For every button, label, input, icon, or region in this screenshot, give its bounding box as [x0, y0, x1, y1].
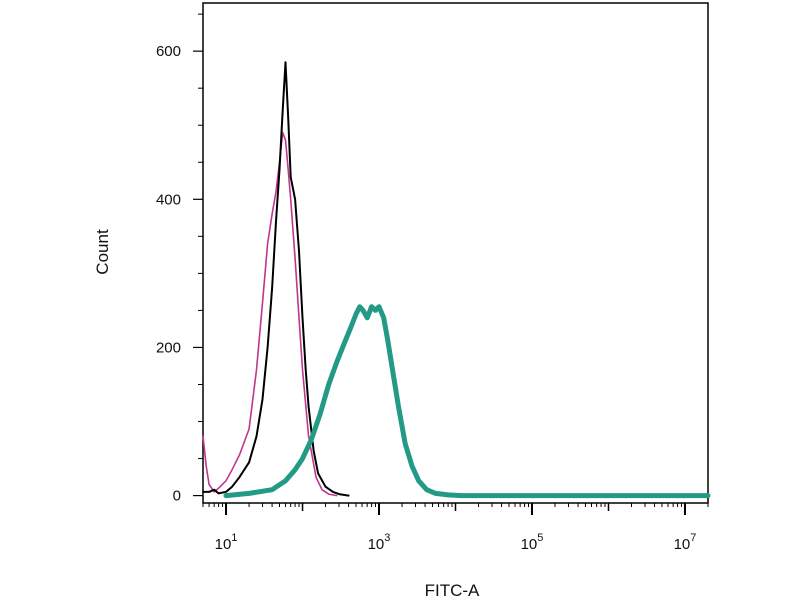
y-tick-label: 400 — [156, 191, 181, 208]
y-tick-label: 0 — [173, 488, 181, 505]
x-tick-label: 101 — [215, 532, 238, 553]
y-axis-label: Count — [93, 229, 112, 275]
x-tick-label: 107 — [674, 532, 697, 553]
x-axis-ticks: 101 103 105 107 — [215, 503, 697, 553]
y-tick-label: 200 — [156, 339, 181, 356]
histogram-curve-black — [202, 61, 350, 497]
y-axis-ticks: 0 200 400 600 — [156, 43, 203, 505]
x-minor-ticks — [202, 503, 709, 511]
y-tick-label: 600 — [156, 43, 181, 60]
histogram-curve-teal — [223, 304, 711, 499]
histogram-curve-magenta — [202, 131, 338, 497]
x-tick-label: 103 — [368, 532, 391, 553]
plot-area-frame — [202, 2, 709, 504]
x-tick-label: 105 — [521, 532, 544, 553]
series-group — [202, 61, 711, 499]
x-axis-label: FITC-A — [425, 581, 480, 600]
y-minor-ticks — [198, 13, 203, 460]
